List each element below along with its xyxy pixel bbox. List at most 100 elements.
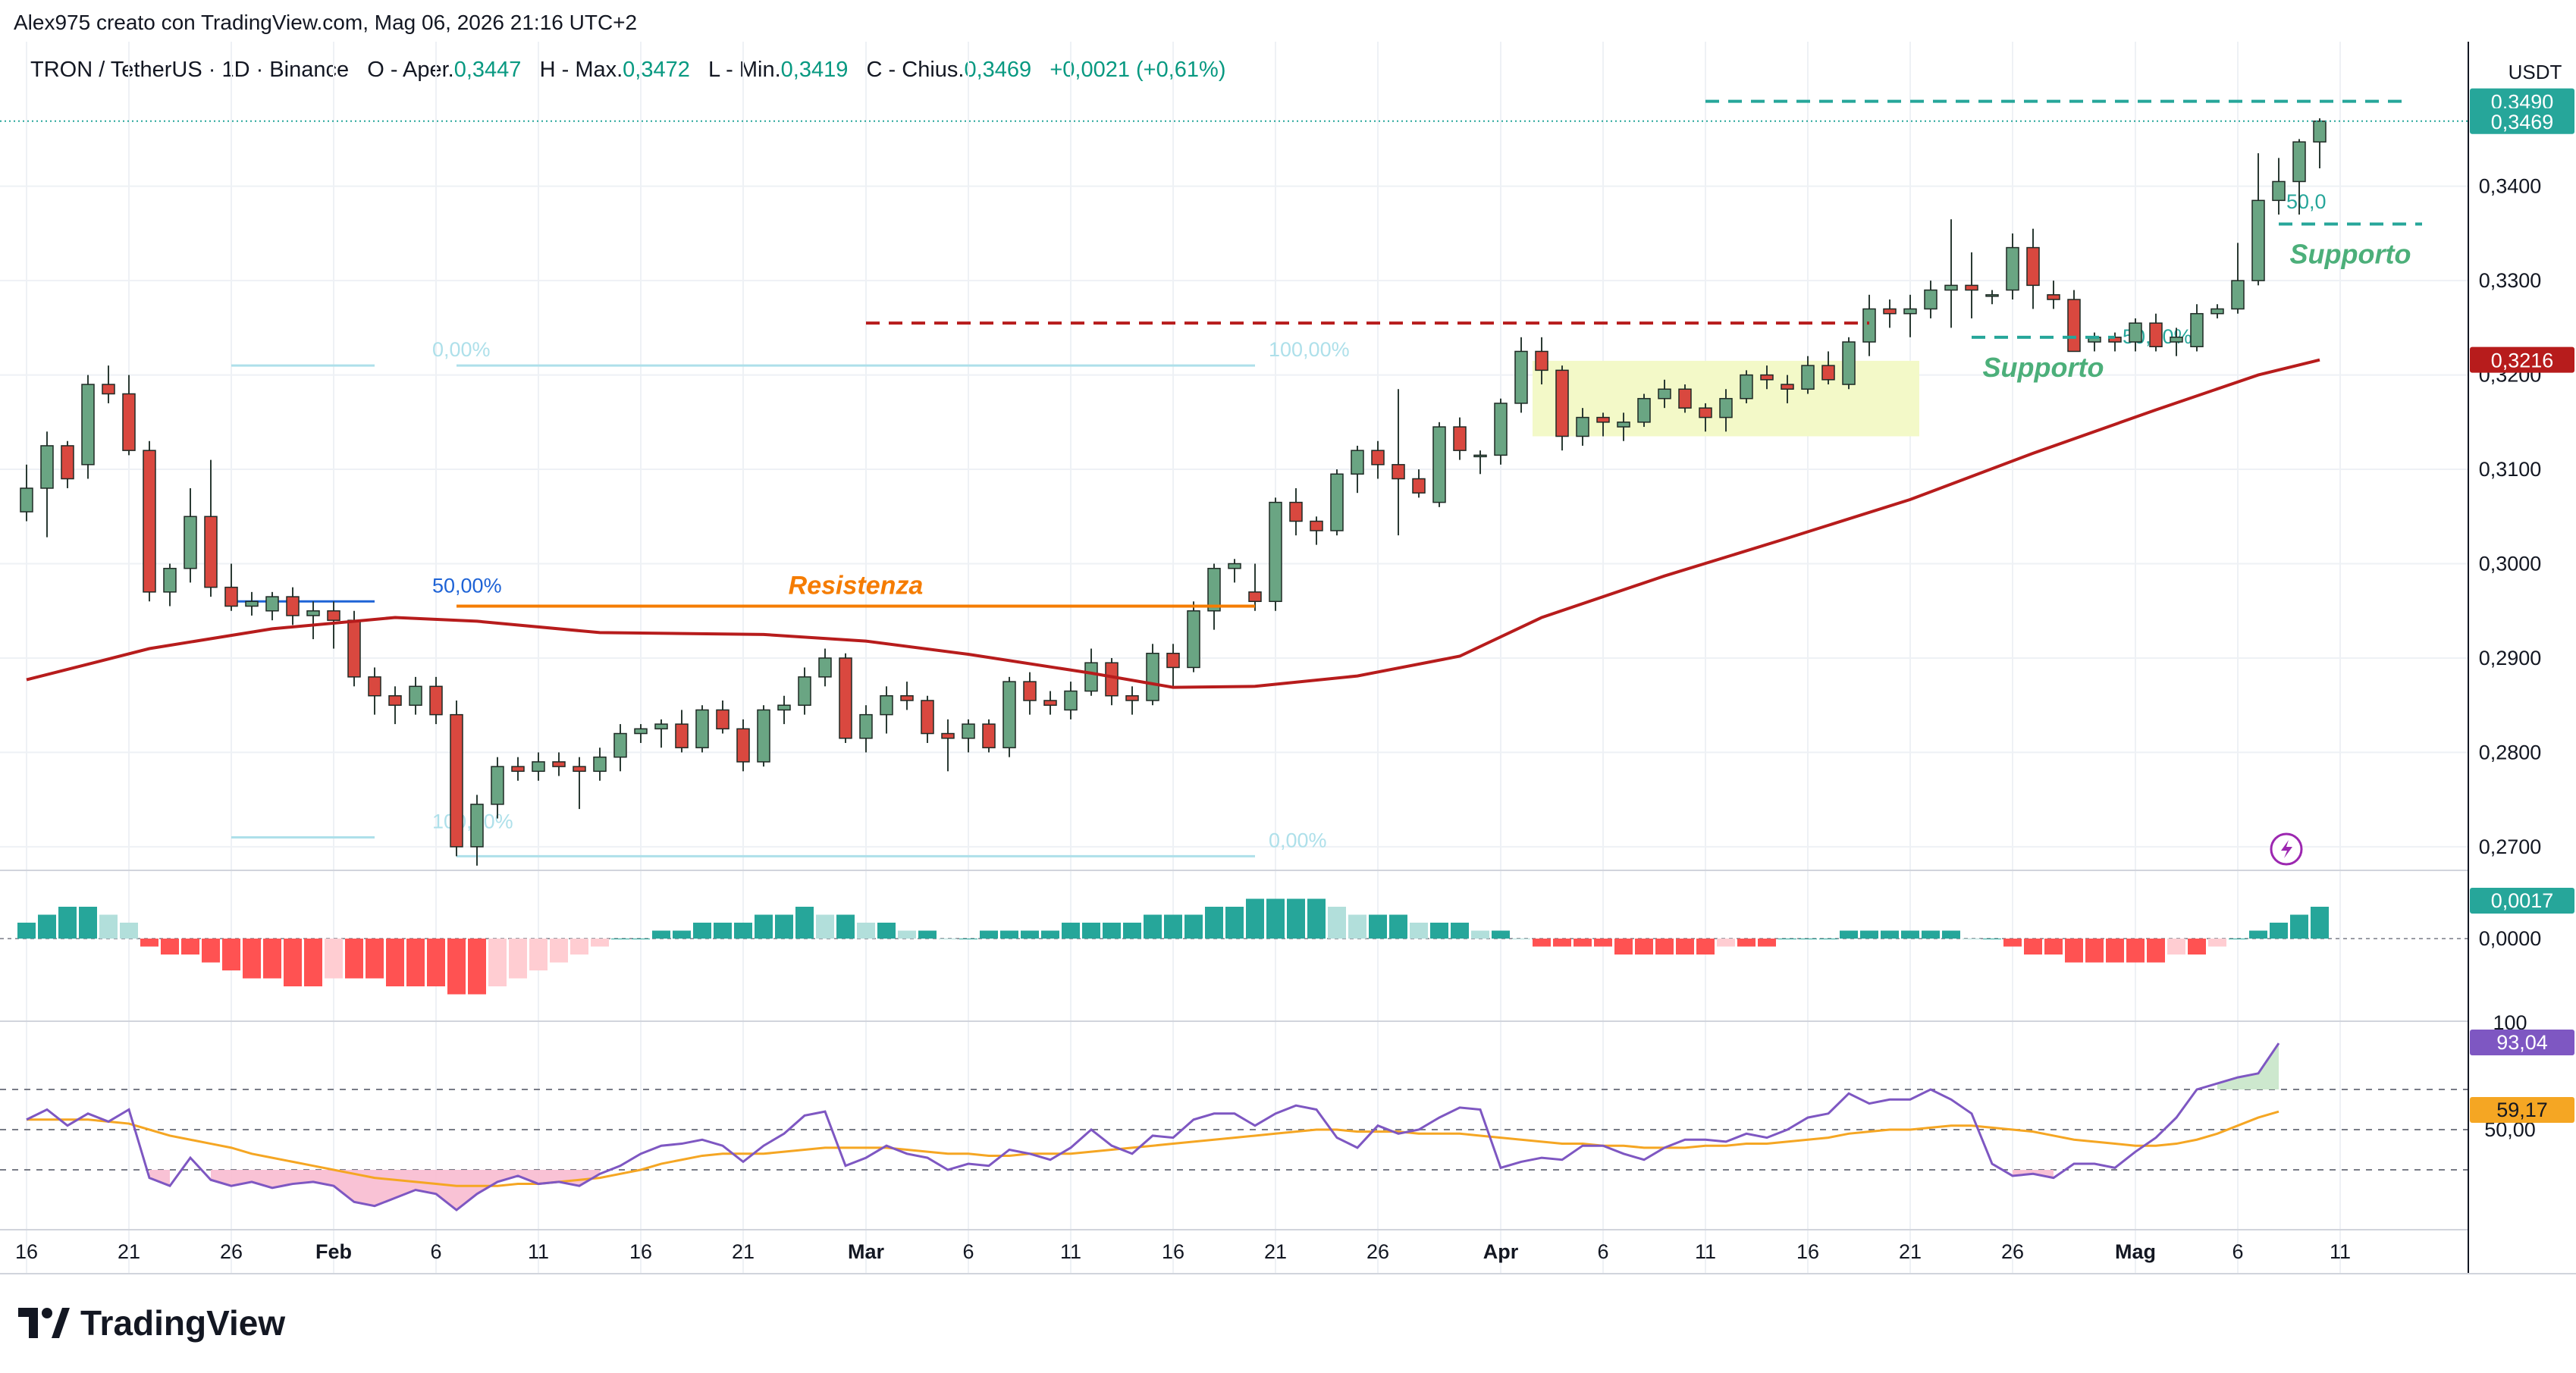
rsi-oversold-fill: [354, 1170, 375, 1206]
candle-body: [1310, 520, 1323, 531]
candle-body: [1883, 308, 1897, 315]
macd-bar: [1430, 923, 1448, 939]
symbol-name[interactable]: TRON / TetherUS · 1D · Binance: [30, 58, 350, 82]
macd-bar: [99, 914, 118, 939]
candle-body: [1678, 388, 1692, 409]
time-tick-label: 16: [1796, 1240, 1819, 1263]
macd-bar: [980, 930, 998, 939]
macd-bar: [1533, 939, 1551, 947]
candle-body: [1965, 284, 1978, 291]
macd-bar: [816, 914, 834, 939]
macd-bar: [1942, 930, 1960, 939]
macd-bar: [181, 939, 199, 955]
macd-bar: [693, 923, 711, 939]
macd-bar: [1123, 923, 1141, 939]
candle-body: [2313, 121, 2327, 143]
candle-body: [1105, 662, 1119, 697]
macd-bar: [918, 930, 937, 939]
macd-bar: [1758, 939, 1776, 947]
macd-bar: [17, 923, 36, 939]
macd-bar: [1922, 930, 1940, 939]
macd-bar: [1205, 907, 1223, 939]
candle-body: [511, 766, 525, 773]
candle-body: [1412, 478, 1426, 494]
macd-bar: [529, 939, 548, 970]
lightning-icon-glyph: [2281, 840, 2292, 858]
candle-body: [1125, 695, 1139, 701]
rsi-oversold-fill: [538, 1170, 559, 1184]
rsi-oversold-fill: [293, 1170, 313, 1184]
macd-bar: [673, 930, 691, 939]
candle-body: [81, 384, 95, 466]
candle-body: [1699, 407, 1712, 418]
candle-body: [2251, 199, 2265, 281]
candle-body: [2026, 246, 2040, 287]
macd-bar: [795, 907, 814, 939]
macd-bar: [161, 939, 179, 955]
candle-body: [1228, 563, 1241, 569]
macd-bar: [1246, 898, 1264, 939]
macd-bar: [2249, 930, 2267, 939]
candle-body: [1924, 289, 1937, 310]
price-tick-label: 0,3400: [2479, 175, 2542, 198]
candle-body: [962, 723, 975, 739]
candle-body: [654, 723, 668, 730]
candle-body: [327, 610, 340, 621]
candle-body: [880, 695, 893, 716]
time-tick-label: 26: [220, 1240, 243, 1263]
candle-body: [1207, 567, 1221, 612]
chart-credit: Alex975 creato con TradingView.com, Mag …: [14, 11, 638, 34]
low-value: 0,3419: [780, 58, 849, 82]
macd-bar: [2270, 923, 2288, 939]
macd-bar: [120, 923, 138, 939]
macd-bar: [2290, 914, 2308, 939]
price-badge-label: 0,3216: [2491, 350, 2554, 372]
candle-body: [204, 516, 218, 588]
macd-bar: [1717, 939, 1735, 947]
macd-bar: [1410, 923, 1428, 939]
candle-body: [1719, 397, 1733, 418]
candle-body: [2067, 299, 2081, 353]
candle-body: [1473, 454, 1487, 458]
candle-body: [736, 728, 750, 763]
candle-body: [1392, 464, 1405, 480]
macd-bar: [714, 923, 732, 939]
macd-bar: [1266, 898, 1285, 939]
candle-body: [839, 657, 852, 739]
candle-body: [450, 713, 463, 848]
brand-name: TradingView: [80, 1303, 286, 1343]
candle-body: [1658, 388, 1671, 400]
macd-bar: [2044, 939, 2063, 955]
candle-body: [224, 586, 238, 607]
macd-bar: [488, 939, 507, 986]
macd-bar: [570, 939, 588, 955]
candle-body: [1862, 308, 1876, 343]
price-tick-label: 0,2800: [2479, 741, 2542, 763]
macd-bar: [1164, 914, 1182, 939]
candle-body: [818, 657, 832, 678]
candle-body: [122, 393, 136, 451]
high-value: 0,3472: [623, 58, 690, 82]
candle-body: [532, 761, 545, 773]
macd-bar: [58, 907, 77, 939]
candle-body: [1903, 308, 1917, 315]
candle-body: [1821, 365, 1835, 381]
fib-level-label: 50,00%: [432, 574, 502, 597]
candle-body: [1596, 416, 1610, 423]
rsi-ma-badge: [2470, 1097, 2574, 1123]
candle-body: [1617, 422, 1630, 428]
macd-bar: [1594, 939, 1612, 947]
macd-bar: [1000, 930, 1018, 939]
candle-body: [1535, 350, 1548, 371]
rsi-value-badge: [2470, 1030, 2574, 1055]
candle-body: [1330, 473, 1344, 531]
macd-bar: [877, 923, 896, 939]
tradingview-logo-icon: [18, 1308, 70, 1338]
candle-body: [1289, 501, 1303, 522]
time-tick-label: 21: [732, 1240, 755, 1263]
tradingview-brand[interactable]: TradingView: [18, 1302, 285, 1343]
macd-bar: [2311, 907, 2329, 939]
macd-bar: [775, 914, 793, 939]
macd-bar: [1307, 898, 1326, 939]
